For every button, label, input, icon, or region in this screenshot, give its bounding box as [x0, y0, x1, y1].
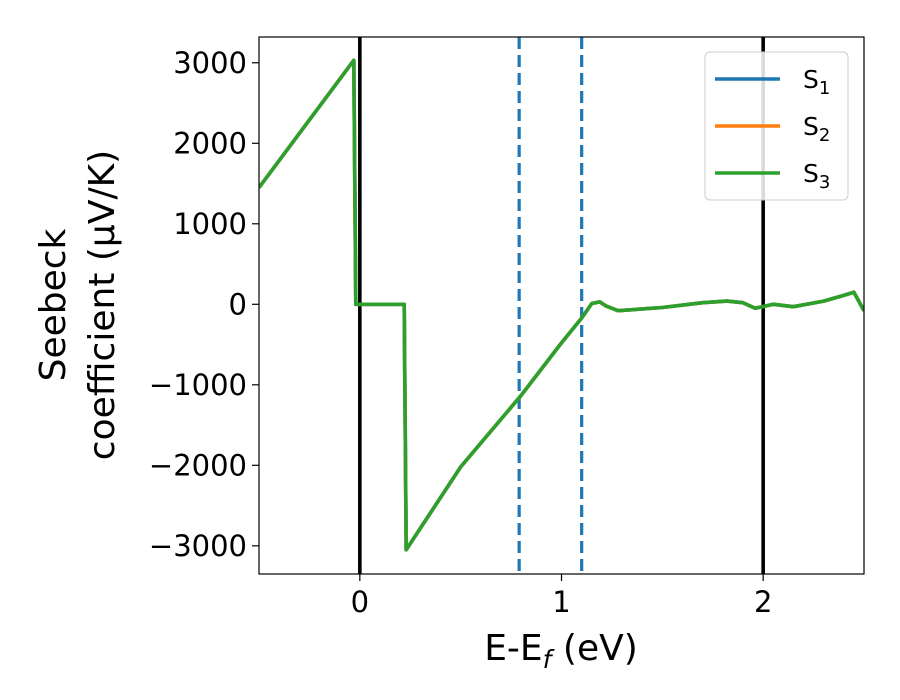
- x-axis-label: E-Ef (eV): [484, 628, 638, 674]
- y-tick-label-0: 3000: [173, 46, 247, 80]
- series-lines: [259, 58, 864, 552]
- x-tick-label-1: 1: [552, 585, 570, 619]
- legend-label-s2: S2: [803, 112, 830, 146]
- y-tick-label-5: −2000: [149, 448, 247, 482]
- x-tick-label-0: 0: [351, 585, 369, 619]
- legend: S1 S2 S3: [704, 51, 849, 201]
- y-tick-label-4: −1000: [149, 368, 247, 402]
- series-line-s3: [259, 58, 864, 552]
- y-axis-label: Seebeck coefficient (μV/K): [33, 150, 123, 460]
- y-axis-label-line-1: Seebeck: [33, 228, 74, 381]
- x-axis-ticks: 0 1 2: [351, 574, 772, 619]
- x-tick-label-2: 2: [754, 585, 772, 619]
- y-tick-label-1: 2000: [173, 126, 247, 160]
- y-axis-ticks: 3000 2000 1000 0 −1000 −2000 −3000: [149, 46, 259, 563]
- y-tick-label-2: 1000: [173, 207, 247, 241]
- y-axis-label-line-2: coefficient (μV/K): [82, 150, 123, 460]
- y-tick-label-6: −3000: [149, 529, 247, 563]
- vertical-reference-lines: [358, 37, 765, 574]
- legend-label-s1: S1: [803, 65, 830, 99]
- y-tick-label-3: 0: [229, 287, 247, 321]
- legend-label-s3: S3: [803, 159, 830, 193]
